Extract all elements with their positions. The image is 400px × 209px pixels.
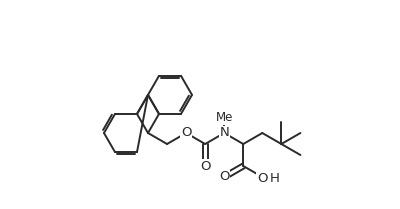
Text: N: N <box>219 126 229 139</box>
Text: O: O <box>200 159 210 172</box>
Text: O: O <box>257 172 268 185</box>
Text: O: O <box>181 126 191 139</box>
Text: O: O <box>219 171 230 184</box>
Text: Me: Me <box>216 111 233 124</box>
Text: H: H <box>269 172 279 185</box>
